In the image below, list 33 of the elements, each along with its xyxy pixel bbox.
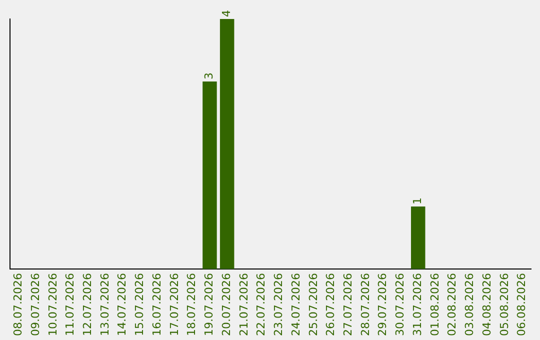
- x-tick-label: 29.07.2026: [376, 273, 390, 336]
- x-tick-label: 26.07.2026: [324, 273, 338, 336]
- x-tick-label: 17.07.2026: [168, 273, 181, 336]
- x-tick-label: 19.07.2026: [202, 273, 216, 336]
- x-tick-label: 20.07.2026: [220, 273, 233, 336]
- x-tick-label: 06.08.2026: [515, 273, 528, 336]
- x-tick-label: 11.07.2026: [64, 273, 77, 336]
- x-tick-label: 10.07.2026: [46, 273, 60, 336]
- x-tick-label: 22.07.2026: [254, 273, 268, 336]
- x-tick-label: 15.07.2026: [133, 273, 146, 336]
- x-tick-label: 14.07.2026: [116, 273, 129, 336]
- x-tick-label: 13.07.2026: [98, 273, 112, 336]
- data-label: 3: [202, 72, 216, 80]
- x-tick-label: 09.07.2026: [28, 273, 42, 336]
- x-tick-label: 25.07.2026: [306, 273, 320, 336]
- x-tick-label: 02.08.2026: [446, 273, 459, 336]
- x-tick-label: 24.07.2026: [289, 273, 302, 336]
- x-tick-label: 12.07.2026: [81, 273, 94, 336]
- x-tick-label: 01.08.2026: [428, 273, 442, 336]
- x-tick-label: 05.08.2026: [498, 273, 511, 336]
- x-tick-label: 04.08.2026: [480, 273, 494, 336]
- x-tick-label: 08.07.2026: [12, 273, 25, 336]
- x-tick-label: 03.08.2026: [463, 273, 476, 336]
- x-tick-label: 31.07.2026: [410, 273, 424, 336]
- x-tick-label: 23.07.2026: [272, 273, 286, 336]
- x-tick-label: 21.07.2026: [237, 273, 250, 336]
- data-label: 1: [410, 198, 424, 205]
- x-tick-label: 30.07.2026: [394, 273, 407, 336]
- x-tick-label: 18.07.2026: [185, 273, 198, 336]
- x-tick-label: 27.07.2026: [342, 273, 355, 336]
- x-tick-label: 16.07.2026: [150, 273, 164, 336]
- x-tick-label: 28.07.2026: [358, 273, 372, 336]
- data-label: 4: [220, 10, 233, 17]
